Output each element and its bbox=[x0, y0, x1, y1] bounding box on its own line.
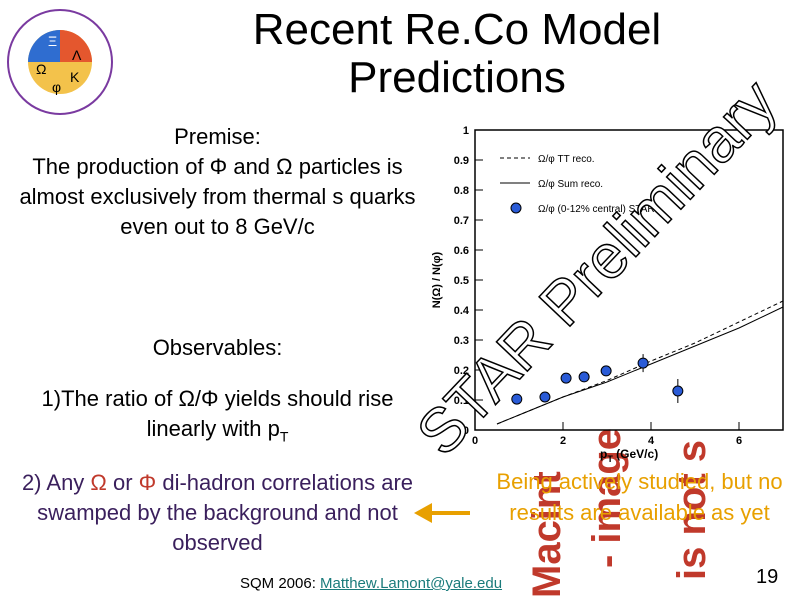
plot: 0 0.1 0.2 0.3 0.4 0.5 0.6 0.7 0.8 0.9 1 0 2 4 6 N(Ω) / … bbox=[431, 125, 784, 464]
premise: Premise: The production of Φ and Ω parti… bbox=[5, 122, 430, 242]
symbol: Φ bbox=[138, 470, 157, 495]
arrow-head bbox=[414, 503, 432, 523]
legend-label: Ω/φ TT reco. bbox=[538, 154, 595, 165]
data-point bbox=[560, 372, 572, 384]
y-tick-label: 0.8 bbox=[454, 185, 469, 197]
logo: Ξ Λ Ω K φ bbox=[7, 9, 113, 115]
observable-text: 2) Any bbox=[21, 470, 91, 495]
data-point bbox=[637, 357, 649, 369]
observable-text: or bbox=[106, 470, 139, 495]
y-tick-label: 0.5 bbox=[454, 275, 469, 287]
observable-text: di-hadron correlations are swamped by th… bbox=[37, 470, 414, 555]
premise-text: The production of Φ and Ω particles is a… bbox=[19, 154, 416, 239]
observables-heading: Observables: bbox=[152, 335, 283, 360]
legend-marker bbox=[510, 202, 522, 214]
model-curve bbox=[496, 306, 784, 425]
y-tick-label: 0.1 bbox=[454, 395, 469, 407]
legend-label: Ω/φ (0-12% central) STAR bbox=[538, 204, 655, 215]
x-axis-label: pT (GeV/c) bbox=[600, 447, 658, 464]
placeholder-text: - image bbox=[585, 428, 629, 568]
status-note: Being actively studied, but no results a… bbox=[496, 469, 783, 525]
x-tick-label: 0 bbox=[472, 435, 478, 447]
subscript: T bbox=[279, 428, 289, 445]
logo-wedge bbox=[60, 30, 92, 62]
label-part: p bbox=[600, 447, 607, 461]
y-tick-label: 1 bbox=[463, 125, 469, 137]
y-tick-label: 0 bbox=[463, 425, 469, 437]
placeholder: Macint - image is not s bbox=[525, 428, 714, 598]
footer: SQM 2006: Matthew.Lamont@yale.edu bbox=[240, 575, 502, 592]
logo-symbol: K bbox=[70, 69, 80, 85]
slide-title: Recent Re.Co Model Predictions bbox=[252, 6, 662, 100]
x-tick-label: 2 bbox=[560, 435, 566, 447]
page-number: 19 bbox=[756, 566, 779, 588]
y-tick-label: 0.2 bbox=[454, 365, 469, 377]
observable-1: 1)The ratio of Ω/Φ yields should rise li… bbox=[10, 384, 425, 451]
label-part: T bbox=[607, 454, 613, 464]
data-point bbox=[672, 385, 684, 397]
observable-text: 1)The ratio of Ω/Φ yields should rise li… bbox=[41, 386, 394, 441]
logo-symbol: Ω bbox=[36, 61, 46, 77]
x-tick-label: 4 bbox=[648, 435, 655, 447]
premise-heading: Premise: bbox=[174, 124, 261, 149]
y-tick-label: 0.4 bbox=[454, 305, 470, 317]
data-point bbox=[539, 391, 551, 403]
legend-label: Ω/φ Sum reco. bbox=[538, 179, 603, 190]
observable-2: 2) Any Ω or Φ di-hadron correlations are… bbox=[10, 468, 425, 558]
placeholder-text: is not s bbox=[670, 440, 714, 580]
y-tick-label: 0.9 bbox=[454, 155, 469, 167]
footer-label: SQM 2006: bbox=[240, 575, 321, 592]
y-tick-label: 0.7 bbox=[454, 215, 469, 227]
x-tick-label: 6 bbox=[736, 435, 742, 447]
logo-symbol: φ bbox=[52, 79, 61, 95]
symbol: Ω bbox=[90, 470, 107, 495]
arrow bbox=[414, 503, 470, 523]
y-axis-label: N(Ω) / N(φ) bbox=[431, 251, 443, 308]
data-point bbox=[511, 393, 523, 405]
logo-symbol: Λ bbox=[72, 47, 82, 63]
email-link[interactable]: Matthew.Lamont@yale.edu bbox=[320, 575, 503, 592]
data-point bbox=[578, 371, 590, 383]
data-point bbox=[600, 365, 612, 377]
label-part: (GeV/c) bbox=[613, 447, 658, 461]
logo-wedge bbox=[28, 30, 60, 62]
placeholder-text: Macint bbox=[525, 471, 569, 598]
y-tick-label: 0.3 bbox=[454, 335, 469, 347]
logo-symbol: Ξ bbox=[48, 33, 57, 49]
y-tick-label: 0.6 bbox=[454, 245, 469, 257]
